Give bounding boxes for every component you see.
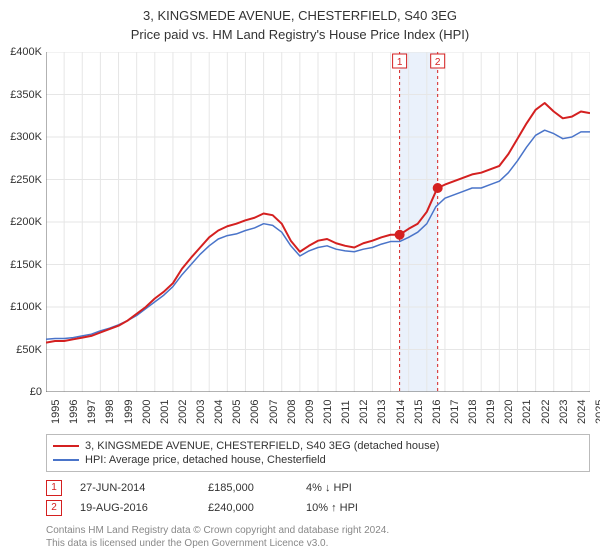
sale-marker: 1 — [46, 480, 62, 496]
y-tick-label: £200K — [10, 216, 42, 228]
legend: 3, KINGSMEDE AVENUE, CHESTERFIELD, S40 3… — [46, 434, 590, 472]
chart-area: £0£50K£100K£150K£200K£250K£300K£350K£400… — [46, 52, 590, 392]
sale-date: 19-AUG-2016 — [80, 502, 190, 514]
x-tick-label: 2018 — [467, 400, 479, 424]
x-tick-label: 2021 — [521, 400, 533, 424]
x-tick-label: 2002 — [177, 400, 189, 424]
x-tick-label: 2023 — [558, 400, 570, 424]
x-tick-label: 2010 — [322, 400, 334, 424]
sale-row: 1 27-JUN-2014 £185,000 4% ↓ HPI — [46, 478, 590, 498]
chart-plot: 12 — [46, 52, 590, 392]
x-tick-label: 2012 — [358, 400, 370, 424]
x-tick-label: 2022 — [540, 400, 552, 424]
sale-date: 27-JUN-2014 — [80, 482, 190, 494]
x-tick-label: 2025 — [594, 400, 600, 424]
sale-pct: 10% ↑ HPI — [306, 502, 396, 514]
svg-text:2: 2 — [435, 57, 441, 68]
legend-swatch — [53, 459, 79, 461]
x-tick-label: 2004 — [213, 400, 225, 424]
y-axis: £0£50K£100K£150K£200K£250K£300K£350K£400… — [0, 52, 46, 392]
x-tick-label: 1998 — [104, 400, 116, 424]
y-tick-label: £150K — [10, 259, 42, 271]
legend-label: HPI: Average price, detached house, Ches… — [85, 454, 326, 466]
y-tick-label: £50K — [16, 344, 42, 356]
svg-text:1: 1 — [397, 57, 403, 68]
x-tick-label: 2014 — [395, 400, 407, 424]
chart-subtitle: Price paid vs. HM Land Registry's House … — [0, 23, 600, 42]
x-tick-label: 1996 — [68, 400, 80, 424]
x-tick-label: 2003 — [195, 400, 207, 424]
x-tick-label: 2019 — [485, 400, 497, 424]
chart-title: 3, KINGSMEDE AVENUE, CHESTERFIELD, S40 3… — [0, 0, 600, 23]
legend-item: 3, KINGSMEDE AVENUE, CHESTERFIELD, S40 3… — [53, 439, 583, 453]
sale-marker: 2 — [46, 500, 62, 516]
x-tick-label: 2001 — [159, 400, 171, 424]
sales-table: 1 27-JUN-2014 £185,000 4% ↓ HPI 2 19-AUG-2016… — [46, 478, 590, 518]
footer-line-1: Contains HM Land Registry data © Crown c… — [46, 524, 590, 537]
y-tick-label: £250K — [10, 174, 42, 186]
x-tick-label: 2020 — [503, 400, 515, 424]
x-tick-label: 2006 — [249, 400, 261, 424]
x-tick-label: 1999 — [123, 400, 135, 424]
x-tick-label: 2017 — [449, 400, 461, 424]
x-tick-label: 1997 — [86, 400, 98, 424]
sale-price: £185,000 — [208, 482, 288, 494]
legend-label: 3, KINGSMEDE AVENUE, CHESTERFIELD, S40 3… — [85, 440, 439, 452]
x-tick-label: 2016 — [431, 400, 443, 424]
sale-row: 2 19-AUG-2016 £240,000 10% ↑ HPI — [46, 498, 590, 518]
x-tick-label: 2005 — [231, 400, 243, 424]
sale-pct: 4% ↓ HPI — [306, 482, 396, 494]
y-tick-label: £400K — [10, 46, 42, 58]
x-tick-label: 2011 — [340, 400, 352, 424]
x-axis: 1995 1996 1997 1998 1999 2000 2001 2002 2003 2004… — [46, 392, 590, 432]
x-tick-label: 1995 — [50, 400, 62, 424]
x-tick-label: 2000 — [141, 400, 153, 424]
footer: Contains HM Land Registry data © Crown c… — [46, 524, 590, 550]
x-tick-label: 2024 — [576, 400, 588, 424]
footer-line-2: This data is licensed under the Open Gov… — [46, 537, 590, 550]
x-tick-label: 2015 — [413, 400, 425, 424]
legend-swatch — [53, 445, 79, 447]
sale-price: £240,000 — [208, 502, 288, 514]
y-tick-label: £0 — [30, 386, 42, 398]
x-tick-label: 2008 — [286, 400, 298, 424]
y-tick-label: £350K — [10, 89, 42, 101]
x-tick-label: 2009 — [304, 400, 316, 424]
y-tick-label: £300K — [10, 131, 42, 143]
x-tick-label: 2013 — [376, 400, 388, 424]
x-tick-label: 2007 — [268, 400, 280, 424]
legend-item: HPI: Average price, detached house, Ches… — [53, 453, 583, 467]
y-tick-label: £100K — [10, 301, 42, 313]
